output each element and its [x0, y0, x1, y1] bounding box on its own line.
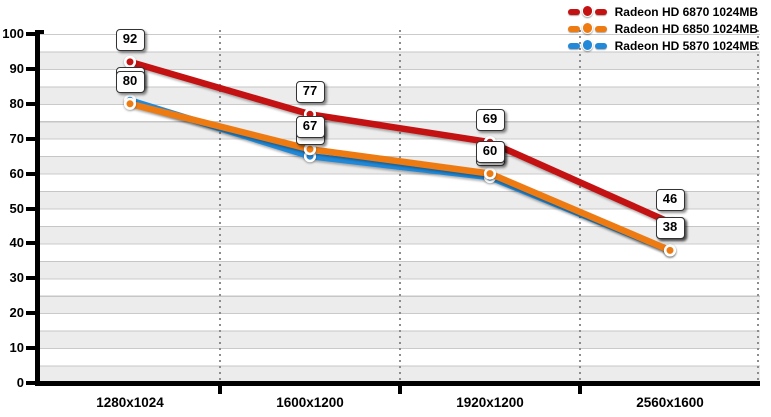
y-axis-tick: [26, 136, 37, 141]
legend-dash: [594, 43, 607, 49]
y-axis-tick-label: 70: [9, 130, 24, 146]
legend-dash: [567, 26, 580, 32]
y-axis-tick: [26, 381, 37, 385]
legend-dot: [581, 5, 594, 17]
data-point-label: 77: [295, 81, 325, 104]
legend-dot: [581, 39, 594, 51]
x-axis-tick: [398, 386, 402, 394]
y-axis-tick: [26, 241, 37, 246]
x-axis-label: 1600x1200: [276, 395, 344, 410]
y-axis-tick: [26, 66, 37, 71]
legend-label: Radeon HD 6870 1024MB: [614, 4, 758, 19]
series-marker-icon: [567, 5, 608, 18]
y-axis-tick-label: 0: [16, 375, 24, 390]
category-separator: [399, 30, 401, 381]
plot-right-edge-separator: [757, 30, 759, 381]
data-point-label: 46: [655, 189, 685, 212]
data-point-label: 92: [115, 28, 145, 51]
legend-dash: [594, 26, 607, 32]
y-axis-top-cap: [35, 30, 44, 34]
series-marker-icon: [567, 39, 608, 52]
data-point-label: 67: [295, 116, 325, 139]
legend-label: Radeon HD 5870 1024MB: [614, 38, 758, 53]
y-axis-tick: [26, 101, 37, 106]
data-point-label: 60: [475, 140, 505, 163]
y-axis-tick: [26, 311, 37, 316]
data-point-label: 38: [655, 217, 685, 240]
y-axis-tick: [26, 32, 37, 36]
data-point-label: 80: [115, 70, 145, 93]
data-point-marker: [483, 167, 497, 180]
data-point-marker: [123, 97, 137, 110]
y-axis-tick-label: 80: [9, 95, 24, 111]
series-line: [126, 58, 674, 226]
y-axis-tick-label: 30: [9, 270, 24, 286]
legend-dot: [581, 22, 594, 34]
legend: Radeon HD 6870 1024MB Radeon HD 6850 1024…: [567, 3, 758, 54]
y-axis-tick-label: 60: [9, 165, 24, 181]
y-axis: [35, 30, 40, 386]
legend-dash: [567, 9, 580, 15]
x-axis-tick: [218, 386, 222, 394]
y-axis-tick: [26, 206, 37, 211]
y-axis-tick-label: 10: [9, 340, 24, 356]
legend-dash: [594, 9, 607, 15]
y-axis-tick-label: 100: [2, 26, 24, 41]
data-point-label: 69: [475, 109, 505, 132]
legend-item: Radeon HD 6850 1024MB: [567, 20, 758, 37]
legend-item: Radeon HD 6870 1024MB: [567, 3, 758, 20]
y-axis-tick-label: 40: [9, 235, 24, 251]
x-axis-label: 1920x1200: [456, 395, 524, 410]
legend-dash: [567, 43, 580, 49]
y-axis-tick-label: 50: [9, 200, 24, 216]
y-axis-tick: [26, 346, 37, 351]
legend-label: Radeon HD 6850 1024MB: [614, 21, 758, 36]
y-axis-tick: [26, 171, 37, 176]
series-marker-icon: [567, 22, 608, 35]
x-axis: [35, 381, 760, 386]
y-axis-tick-label: 90: [9, 60, 24, 76]
data-point-marker: [303, 143, 317, 156]
x-axis-label: 1280x1024: [96, 395, 164, 410]
y-axis-tick-label: 20: [9, 305, 24, 321]
x-axis-tick: [578, 386, 582, 394]
data-point-marker: [663, 244, 677, 257]
legend-item: Radeon HD 5870 1024MB: [567, 37, 758, 54]
data-point-marker: [123, 55, 137, 69]
series-line: [126, 100, 674, 254]
category-separator: [219, 30, 221, 381]
x-axis-label: 2560x1600: [636, 395, 704, 410]
category-separator: [579, 30, 581, 381]
y-axis-tick: [26, 276, 37, 281]
